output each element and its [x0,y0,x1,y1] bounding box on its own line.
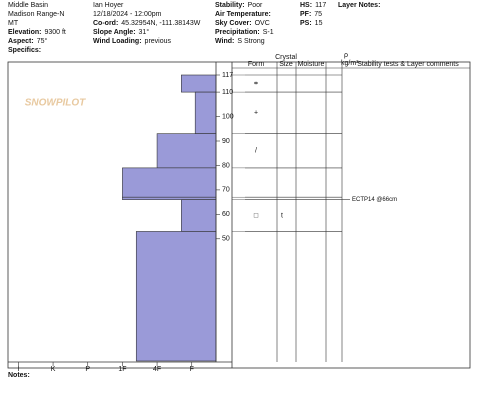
header-label: Co-ord: [93,20,118,27]
hardness-bar [122,196,217,200]
column-header: Size [279,61,293,68]
header-field: Co-ord: 45.32954N, -111.38143W [93,20,201,27]
column-header: Moisture [298,61,325,68]
header-value: S Strong [237,38,264,45]
header-label: Precipitation: [215,29,260,36]
header-field: Middle Basin [8,2,48,9]
column-header: kg/m³ [341,60,359,67]
x-tick-label: F [190,366,194,373]
header-label: Elevation: [8,29,41,36]
header-label: PF: [300,11,311,18]
header-field: 12/18/2024 - 12:00pm [93,11,162,18]
header-value: OVC [255,20,270,27]
y-tick-label: 70 [222,187,230,194]
hardness-bar [181,199,217,232]
header-text: Ian Hoyer [93,2,124,9]
header-value: 15 [315,20,323,27]
x-tick-label: K [51,366,56,373]
header-field: Sky Cover: OVC [215,20,270,27]
grain-size: t [281,212,283,219]
y-tick-label: 80 [222,162,230,169]
hardness-bar [135,231,217,362]
header-label: Wind Loading: [93,38,142,45]
y-tick-label: 90 [222,138,230,145]
header-text: 12/18/2024 - 12:00pm [93,11,162,18]
header-value: 31° [139,28,150,36]
header-field: Wind: S Strong [215,38,265,45]
header-label: Wind: [215,38,234,45]
test-label: ECTP14 @66cm [352,197,397,203]
header-field: HS: 117 [300,2,326,9]
frame [7,61,471,369]
grain-form: + [254,110,258,117]
x-tick-label: 1F [118,366,126,373]
grain-form: / [255,148,257,155]
header-field: Aspect: 75° [8,37,47,45]
column-header: ρ [344,52,348,59]
header-value: previous [145,38,172,45]
header-label: Sky Cover: [215,20,252,27]
x-tick-label: I [17,366,19,373]
grain-form: ⌗ [254,80,258,87]
header-label: Stability: [215,2,245,9]
header-field: Air Temperature: [215,11,271,18]
header-label: Air Temperature: [215,11,271,18]
header-field: Elevation: 9300 ft [8,29,66,36]
header-value: 75° [37,37,48,45]
header-value: 117 [315,2,326,9]
header-label: HS: [300,2,312,9]
grain-form: □ [254,212,259,219]
y-tick-label: 110 [222,89,233,96]
y-tick-label: 50 [222,236,230,243]
header-text: Middle Basin [8,2,48,9]
y-tick-label: 100 [222,113,234,120]
header-field: MT [8,20,19,27]
y-tick-label: 60 [222,211,230,218]
header-field: PS: 15 [300,20,323,27]
header-label: Layer Notes: [338,2,380,9]
column-header: Crystal [275,54,297,61]
x-tick-label: 4F [153,366,161,373]
y-tick-label: 117 [222,72,233,79]
header-label: Slope Angle: [93,29,136,36]
header-value: 45.32954N, -111.38143W [121,20,201,27]
header-field: Precipitation: S-1 [215,29,274,36]
header-field: Specifics: [8,47,41,54]
header-field: Stability: Poor [215,2,263,9]
notes-label: Notes: [8,372,30,379]
column-header: Form [248,61,265,68]
column-header: Stability tests & Layer comments [357,61,459,68]
hardness-bar [181,74,217,93]
header-value: S-1 [263,29,274,36]
header-field: Slope Angle: 31° [93,28,149,36]
header-text: Madison Range-N [8,11,64,18]
hardness-bar [194,91,217,134]
header-value: Poor [248,2,263,9]
header-value: 75 [314,11,322,18]
header-label: Specifics: [8,47,41,54]
header-value: 9300 ft [44,29,65,36]
header-field: Wind Loading: previous [93,38,172,45]
header-field: Madison Range-N [8,11,64,18]
header-label: Aspect: [8,38,34,45]
hardness-bar [122,167,217,198]
x-tick-label: P [85,366,90,373]
header-field: PF: 75 [300,11,322,18]
hardness-bar [156,133,217,169]
header-label: PS: [300,20,312,27]
header-field: Layer Notes: [338,2,380,9]
header-text: MT [8,20,19,27]
logo: SNOWPILOT [25,98,86,109]
header-field: Ian Hoyer [93,2,124,9]
